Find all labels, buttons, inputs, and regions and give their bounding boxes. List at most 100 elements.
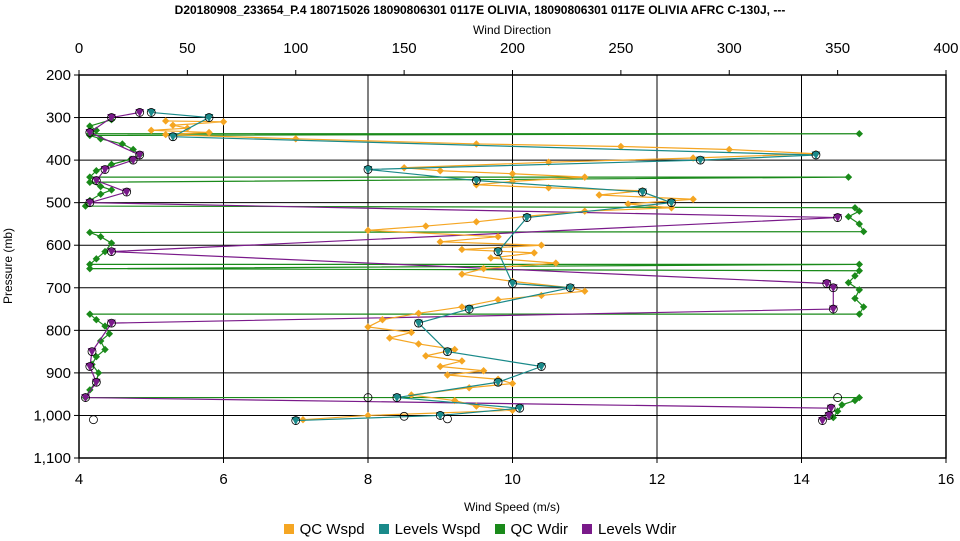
data-point (219, 118, 228, 126)
data-point (537, 363, 546, 372)
circle-marker (363, 393, 373, 402)
data-point (696, 156, 705, 165)
left-tick-label: 700 (46, 280, 71, 297)
data-point (465, 384, 473, 392)
data-point (450, 345, 459, 354)
data-point (829, 413, 837, 422)
data-point (86, 310, 94, 318)
data-point (844, 173, 853, 181)
data-point (494, 295, 502, 304)
level-ring (85, 198, 95, 208)
data-point (458, 245, 466, 254)
data-point (458, 357, 466, 365)
data-point (638, 188, 647, 197)
data-point (479, 264, 488, 273)
data-point (487, 254, 495, 262)
level-ring (833, 213, 843, 222)
legend-label: Levels Wdir (598, 520, 677, 538)
series-layer (81, 108, 868, 426)
bottom-tick-label: 8 (364, 471, 372, 488)
left-tick-label: 300 (46, 110, 71, 127)
data-point (828, 305, 838, 314)
data-point (458, 270, 466, 278)
data-point (537, 241, 546, 249)
data-point (855, 267, 864, 275)
data-point (855, 286, 864, 294)
data-point (494, 233, 502, 241)
data-point (364, 226, 372, 235)
data-point (472, 140, 481, 148)
circle-marker (89, 415, 98, 425)
level-ring (464, 304, 474, 314)
data-point (436, 362, 444, 371)
data-point (818, 417, 827, 426)
legend-item: QC Wspd (283, 521, 365, 538)
left-tick-label: 500 (46, 195, 71, 212)
data-point (168, 133, 178, 142)
data-point (392, 394, 402, 403)
level-ring (667, 198, 676, 208)
data-point (105, 330, 114, 338)
level-ring (168, 132, 178, 142)
data-point (565, 284, 575, 293)
data-point (100, 165, 110, 175)
series-levels-wdir (81, 108, 843, 426)
level-ring (146, 108, 156, 117)
circle-marker (399, 411, 409, 421)
level-ring (122, 187, 132, 197)
top-tick-label: 400 (933, 40, 958, 57)
data-point (86, 228, 94, 237)
legend-item: QC Wdir (494, 521, 568, 538)
data-point (464, 305, 474, 314)
bottom-tick-label: 16 (938, 471, 955, 488)
data-point (479, 367, 488, 375)
bottom-tick-label: 6 (219, 471, 227, 488)
data-point (86, 264, 94, 273)
data-point (107, 114, 116, 123)
level-ring (85, 362, 95, 371)
data-point (595, 191, 603, 199)
bottom-tick-label: 4 (75, 471, 83, 488)
data-point (828, 284, 838, 293)
data-point (855, 130, 864, 138)
data-point (855, 393, 864, 402)
series-line (151, 111, 816, 422)
level-ring (522, 213, 532, 222)
data-point (422, 222, 430, 230)
legend-item: Levels Wspd (378, 521, 481, 538)
data-point (128, 156, 138, 165)
data-point (515, 404, 525, 413)
data-point (844, 278, 853, 287)
data-point (385, 334, 394, 342)
top-tick-label: 200 (500, 40, 525, 57)
legend-swatch (582, 524, 593, 534)
bottom-axis-label: Wind Speed (m/s) (464, 500, 560, 514)
data-point (292, 135, 300, 143)
data-point (581, 287, 589, 295)
data-point (436, 167, 444, 175)
level-ring (107, 113, 116, 122)
data-point (689, 154, 697, 162)
level-ring (811, 150, 821, 160)
level-ring (135, 150, 145, 160)
top-tick-label: 300 (717, 40, 742, 57)
legend: QC Wspd Levels Wspd QC Wdir Levels Wdir (0, 519, 960, 539)
axis-ticks: 4 6 8 10 12 14 16 0 50 100 150 200 250 300 350 400 200 30… (33, 40, 958, 488)
level-ring (135, 108, 145, 117)
data-point (422, 352, 430, 360)
data-point (96, 182, 105, 191)
data-point (92, 353, 101, 361)
data-point (544, 184, 553, 192)
level-ring (414, 318, 423, 328)
level-ring (91, 176, 101, 185)
data-point (508, 170, 517, 178)
data-point (826, 404, 836, 413)
data-point (443, 348, 452, 357)
top-tick-label: 0 (75, 40, 83, 57)
level-ring (291, 416, 301, 425)
data-point (508, 280, 517, 289)
data-point (94, 369, 103, 377)
level-ring (392, 393, 402, 402)
data-point (107, 319, 116, 328)
